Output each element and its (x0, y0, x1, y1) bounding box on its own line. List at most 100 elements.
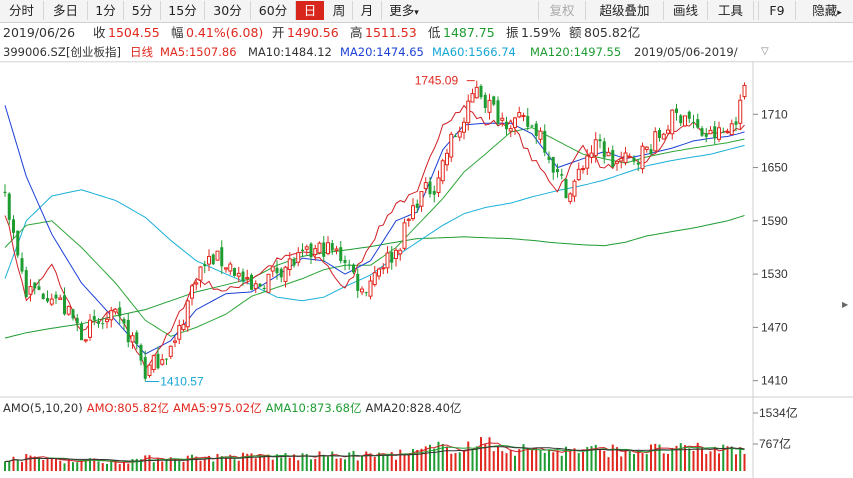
volume-bar (127, 463, 130, 471)
candle-body (466, 100, 471, 124)
candle-body (46, 298, 49, 302)
low-annotation: 1410.57 (160, 375, 204, 389)
volume-bar (484, 443, 487, 471)
tab-15min[interactable]: 15分 (161, 1, 205, 20)
volume-bar (33, 456, 36, 471)
volume-bar (531, 449, 533, 471)
date-range: 2019/05/06-2019/ (634, 45, 738, 59)
scroll-right-icon[interactable]: ▶ (842, 300, 849, 309)
kline-chart[interactable]: 1710 1650 1590 1530 1470 1410 1534亿 767亿 1745.0… (0, 61, 853, 478)
volume-bar (50, 458, 53, 471)
candle-body (7, 193, 11, 220)
candle-body (220, 247, 224, 267)
candle-body (364, 292, 368, 294)
volume-bar (123, 462, 125, 471)
candle-body (636, 162, 640, 165)
candle-body (322, 242, 326, 257)
volume-bar (607, 457, 610, 471)
candle-body (279, 268, 283, 278)
tab-5min[interactable]: 5分 (124, 1, 161, 20)
candle-body (415, 203, 419, 208)
candle-body (343, 259, 347, 263)
volume-bar (492, 451, 495, 471)
f9-button[interactable]: F9 (758, 1, 796, 20)
tab-60min[interactable]: 60分 (251, 1, 296, 20)
tab-intraday[interactable]: 分时 (0, 1, 44, 20)
volume-bar (93, 458, 96, 471)
low-value: 1487.75 (443, 25, 495, 40)
candle-body (508, 128, 513, 132)
candle-body (211, 254, 215, 265)
candle-body (203, 264, 207, 267)
candle-body (54, 294, 58, 299)
close-label: 收 (93, 25, 106, 40)
candle-body (632, 157, 636, 162)
volume-bar (522, 444, 525, 471)
volume-bar (407, 453, 410, 471)
super-overlay-button[interactable]: 超级叠加 (586, 1, 664, 20)
volume-bar (526, 448, 529, 471)
candle-body (445, 152, 449, 166)
tab-weekly[interactable]: 周 (326, 1, 353, 20)
tab-daily[interactable]: 日 (296, 1, 324, 20)
volume-bar (488, 437, 491, 471)
volume-bar (739, 447, 742, 471)
volume-bar (59, 460, 62, 471)
candle-body (304, 246, 309, 250)
volume-bar (658, 444, 661, 471)
volume-bar (688, 448, 691, 471)
adjust-button[interactable]: 复权 (538, 1, 586, 20)
volume-bar (679, 443, 682, 471)
volume-bar (42, 459, 45, 471)
candle-body (708, 129, 713, 135)
volume-bar (713, 446, 716, 471)
candle-body (534, 123, 538, 136)
tab-30min[interactable]: 30分 (205, 1, 251, 20)
volume-bar (242, 452, 244, 471)
more-button[interactable]: 更多▾ (382, 1, 426, 20)
tools-button[interactable]: 工具 (708, 1, 754, 20)
candle-body (738, 99, 743, 124)
volume-bar (577, 453, 580, 471)
volume-bar (297, 460, 300, 471)
security-code: 399006.SZ (3, 45, 66, 59)
volume-bar (696, 442, 699, 471)
tab-multiday[interactable]: 多日 (44, 1, 88, 20)
tab-monthly[interactable]: 月 (353, 1, 382, 20)
volume-bar (29, 455, 32, 471)
candle-body (658, 129, 661, 139)
volume-bar (654, 443, 657, 471)
volume-bar (55, 459, 57, 471)
close-value: 1504.55 (108, 25, 160, 40)
collapse-arrow-icon[interactable]: ▽ (761, 46, 769, 57)
price-grid (0, 61, 853, 478)
volume-bar (424, 446, 427, 471)
draw-line-button[interactable]: 画线 (664, 1, 708, 20)
volume-bar (250, 453, 253, 471)
volume-bar (603, 450, 606, 471)
candle-body (80, 324, 83, 341)
tab-1min[interactable]: 1分 (88, 1, 124, 20)
candle-body (521, 115, 526, 118)
volume-bar (25, 454, 28, 471)
candle-body (398, 249, 403, 255)
y-tick-label: 1590 (761, 214, 788, 228)
candle-body (3, 191, 7, 194)
candle-body (168, 345, 173, 357)
volume-bar (556, 450, 559, 471)
volume-bar (645, 454, 648, 471)
candle-body (270, 266, 275, 272)
ma20-value: MA20:1474.65 (340, 45, 424, 59)
volume-bar (641, 452, 644, 471)
candle-body (585, 155, 590, 169)
amount-value: 805.82亿 (584, 25, 641, 40)
volume-bar (671, 447, 674, 471)
hide-button[interactable]: 隐藏▸ (801, 1, 853, 20)
candle-body (700, 128, 704, 136)
volume-bar (229, 454, 232, 471)
volume-bar (560, 455, 563, 471)
volume-bar (161, 461, 164, 471)
candle-body (330, 243, 334, 251)
quote-date: 2019/06/26 (3, 25, 76, 40)
volume-bar (280, 457, 283, 471)
